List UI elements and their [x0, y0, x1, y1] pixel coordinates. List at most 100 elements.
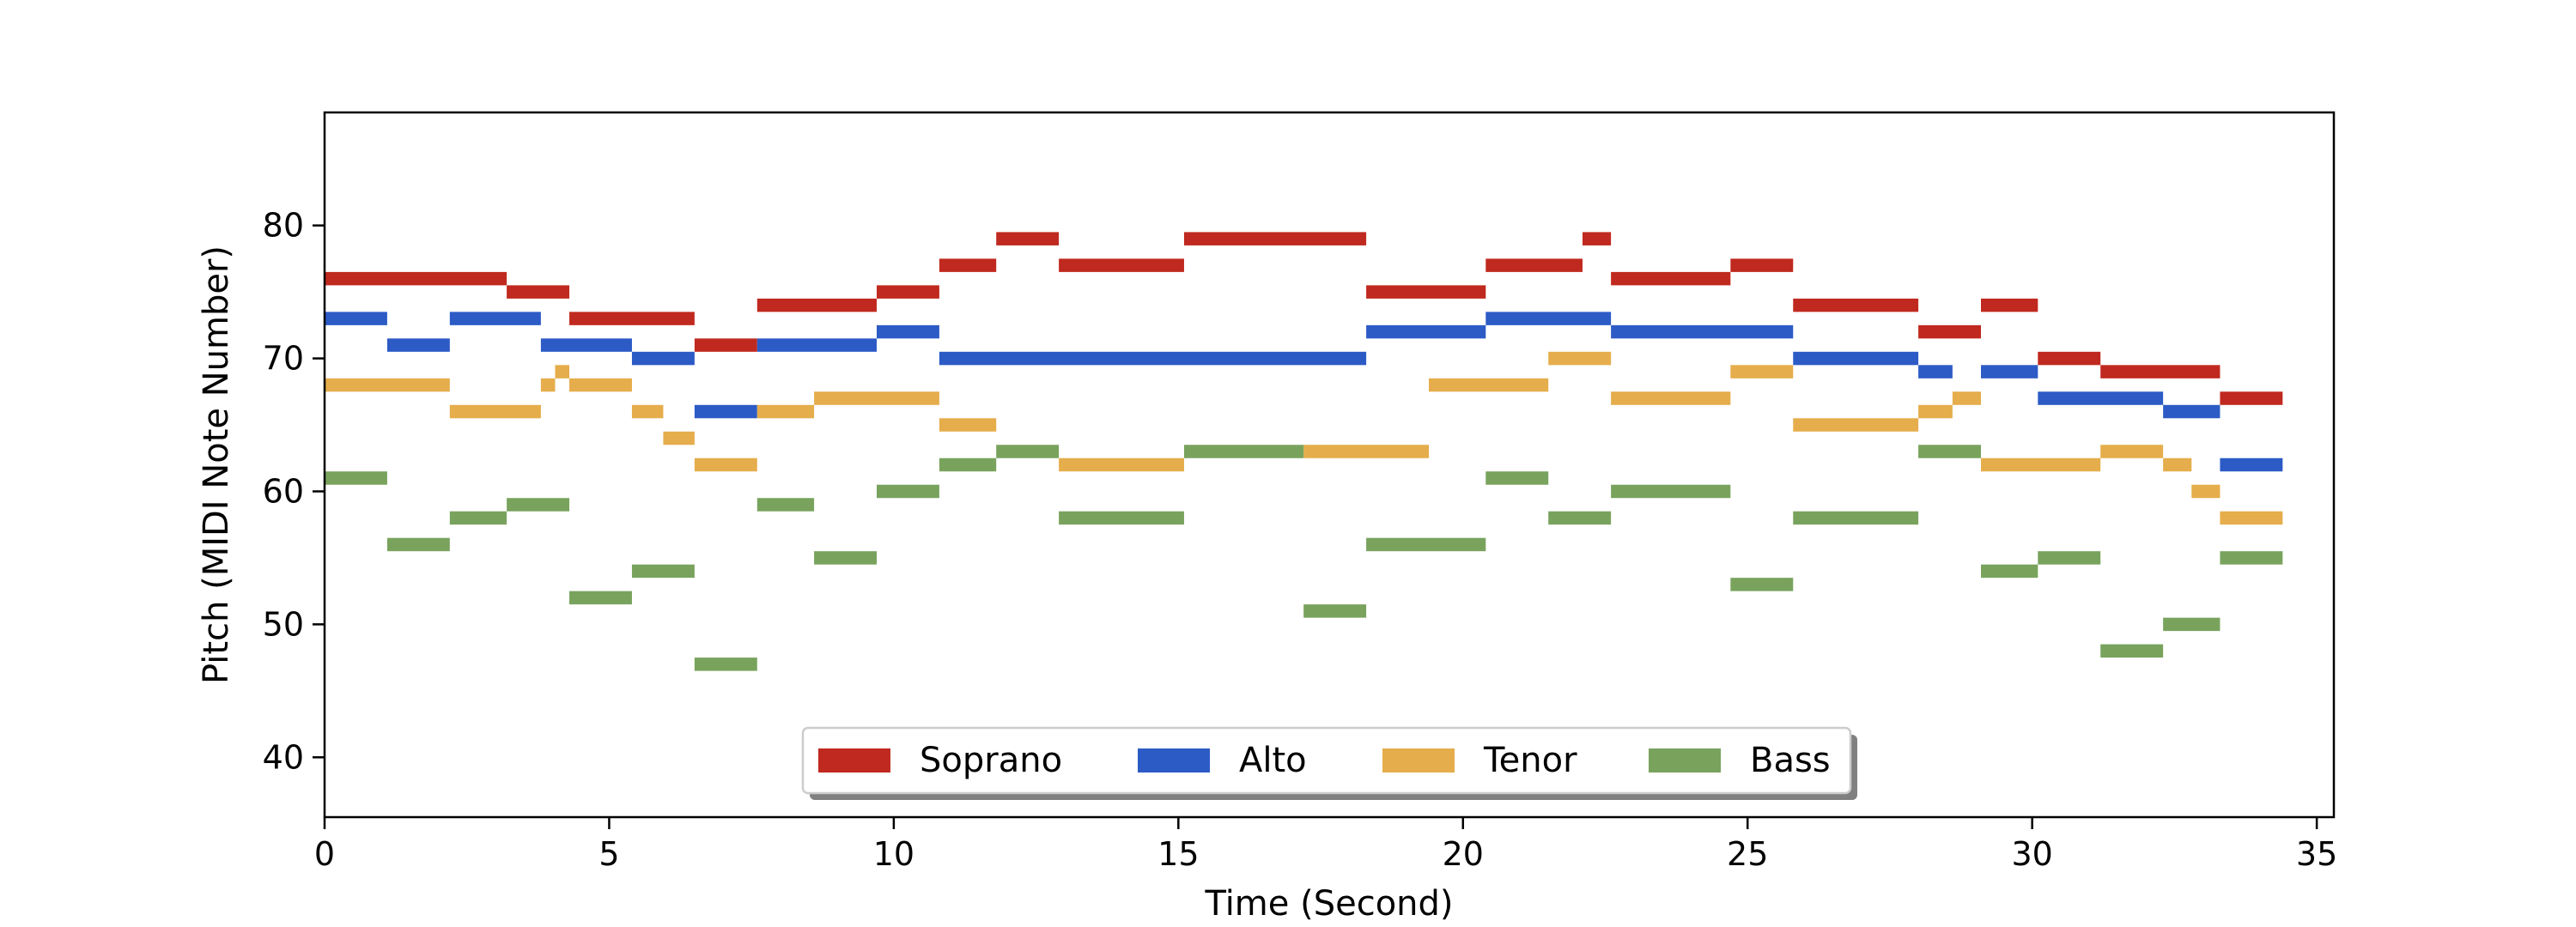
- legend-swatch: [1382, 748, 1455, 772]
- note-bar: [2220, 391, 2283, 405]
- legend-swatch: [1138, 748, 1210, 772]
- note-bar: [507, 285, 570, 299]
- note-bar: [569, 591, 632, 605]
- note-bar: [540, 338, 632, 352]
- note-bar: [1183, 232, 1367, 245]
- note-bar: [1611, 391, 1731, 405]
- note-bar: [756, 404, 815, 419]
- note-bar: [1611, 484, 1731, 499]
- note-bar: [2163, 457, 2192, 472]
- note-bar: [1429, 378, 1549, 392]
- series-bass: [325, 445, 2283, 671]
- note-bar: [1303, 604, 1367, 618]
- x-tick-label: 10: [873, 835, 914, 873]
- note-bar: [756, 498, 815, 512]
- note-bar: [2163, 617, 2221, 632]
- note-bar: [663, 431, 695, 445]
- note-bar: [507, 498, 570, 512]
- note-bar: [1548, 351, 1612, 366]
- note-bar: [2220, 457, 2283, 472]
- note-bar: [2220, 551, 2283, 565]
- note-bar: [1485, 312, 1612, 325]
- note-bar: [814, 551, 878, 565]
- note-bar: [2038, 391, 2164, 405]
- note-bar: [1366, 285, 1486, 299]
- note-bar: [325, 471, 387, 485]
- note-bar: [1485, 471, 1549, 485]
- series-tenor: [325, 351, 2283, 525]
- note-bar: [694, 404, 757, 419]
- note-bar: [325, 378, 450, 392]
- note-bar: [325, 312, 387, 325]
- x-tick-label: 25: [1727, 835, 1768, 873]
- note-bar: [631, 351, 695, 366]
- x-tick-label: 30: [2011, 835, 2052, 873]
- x-tick-label: 20: [1443, 835, 1484, 873]
- note-bar: [1366, 537, 1486, 552]
- x-tick-label: 5: [598, 835, 619, 873]
- note-bar: [386, 537, 450, 552]
- note-bar: [939, 457, 997, 472]
- y-tick-label: 40: [263, 738, 304, 776]
- series-soprano: [325, 232, 2283, 405]
- note-bar: [1918, 365, 1953, 379]
- note-bar: [1952, 391, 1982, 405]
- note-bar: [814, 391, 939, 405]
- note-bar: [449, 404, 541, 419]
- note-bar: [2191, 484, 2221, 499]
- legend-label: Alto: [1239, 741, 1307, 780]
- note-bar: [631, 564, 695, 579]
- note-bar: [2038, 351, 2101, 366]
- note-bar: [1793, 511, 1919, 525]
- note-bar: [1366, 324, 1486, 339]
- note-bar: [2220, 511, 2283, 525]
- note-bar: [1981, 298, 2038, 312]
- x-axis-label: Time (Second): [1204, 884, 1453, 924]
- note-bar: [694, 338, 757, 352]
- note-bar: [1611, 324, 1794, 339]
- note-bar: [1611, 271, 1731, 286]
- note-bar: [996, 445, 1060, 458]
- note-bar: [756, 338, 878, 352]
- note-bar: [877, 484, 939, 499]
- note-bar: [2038, 551, 2101, 565]
- note-bar: [1303, 445, 1430, 458]
- note-bar: [631, 404, 664, 419]
- x-tick-label: 15: [1157, 835, 1199, 873]
- note-bar: [1918, 445, 1982, 458]
- note-bar: [2100, 445, 2164, 458]
- note-bar: [1730, 258, 1794, 272]
- note-bar: [1183, 445, 1304, 458]
- note-bar: [939, 351, 1367, 366]
- y-tick-label: 50: [263, 605, 304, 643]
- note-bar: [996, 232, 1060, 245]
- note-bar: [1793, 418, 1919, 432]
- note-bar: [1059, 457, 1184, 472]
- note-bar: [2100, 644, 2164, 658]
- y-tick-label: 80: [263, 207, 304, 245]
- note-bar: [939, 418, 997, 432]
- note-bar: [877, 324, 939, 339]
- note-bar: [1793, 298, 1919, 312]
- x-tick-label: 35: [2296, 835, 2337, 873]
- note-bar: [1548, 511, 1612, 525]
- note-bar: [1918, 404, 1953, 419]
- note-bar: [540, 378, 556, 392]
- note-bar: [449, 312, 541, 325]
- legend-swatch: [1649, 748, 1721, 772]
- note-bar: [1730, 365, 1794, 379]
- note-bar: [569, 378, 632, 392]
- note-bar: [1981, 365, 2038, 379]
- note-bar: [1981, 564, 2038, 579]
- note-bar: [694, 657, 757, 671]
- note-bar: [449, 511, 507, 525]
- note-bar: [1059, 258, 1184, 272]
- note-bar: [1485, 258, 1583, 272]
- note-bar: [1918, 324, 1982, 339]
- note-bar: [877, 285, 939, 299]
- legend-label: Soprano: [920, 741, 1062, 780]
- legend-entry-tenor: Tenor: [1382, 741, 1577, 780]
- note-bar: [2163, 404, 2221, 419]
- series-alto: [325, 312, 2283, 472]
